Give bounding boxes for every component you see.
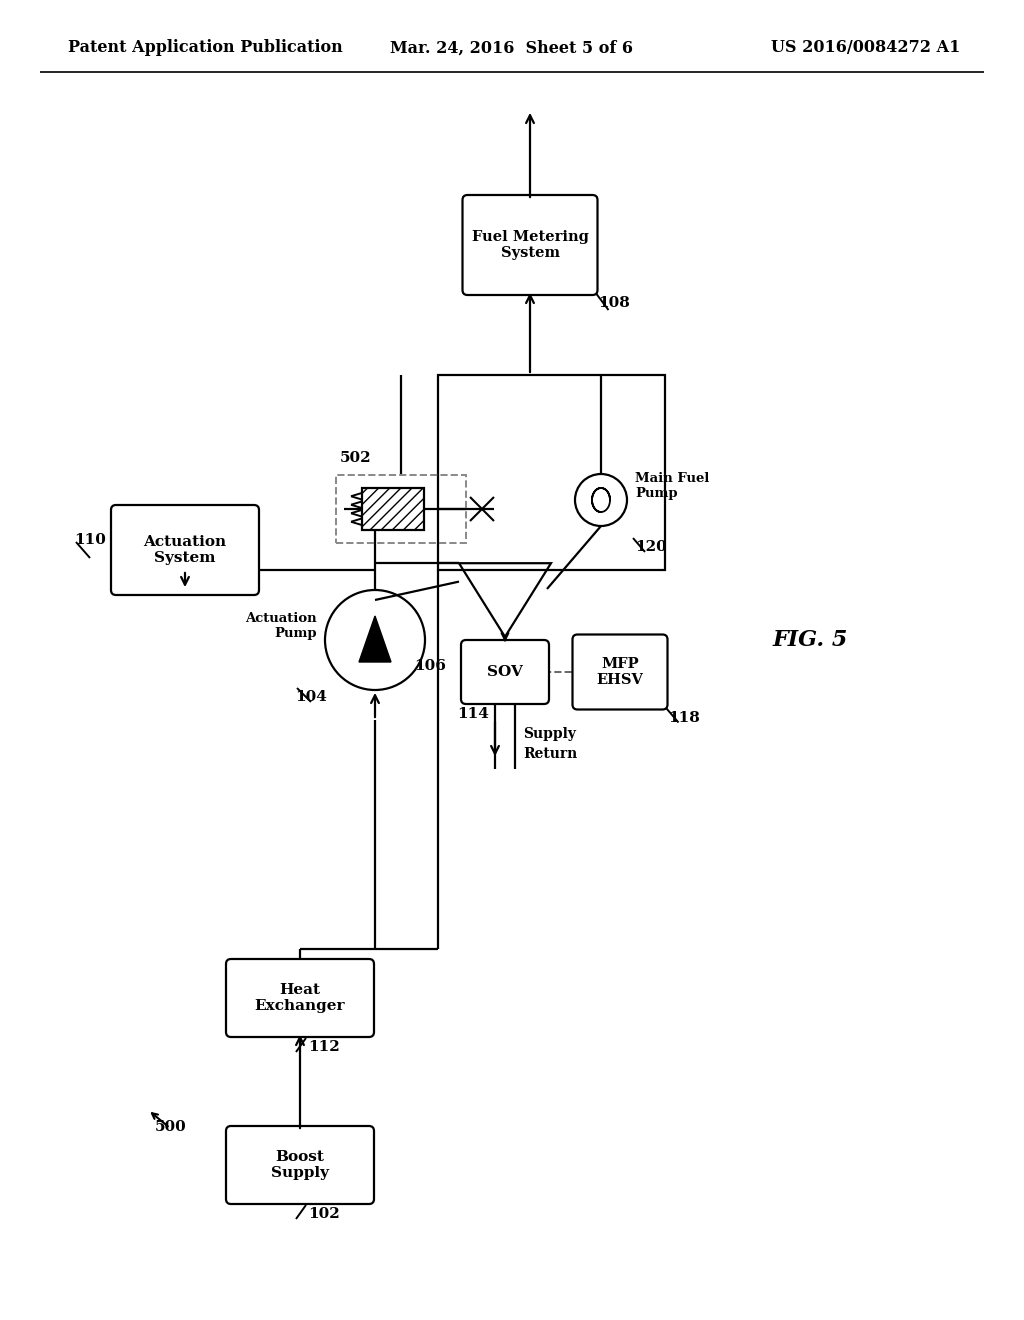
Text: 120: 120 — [635, 540, 667, 554]
Text: FIG. 5: FIG. 5 — [772, 630, 848, 651]
Bar — [362, 488, 424, 531]
FancyBboxPatch shape — [111, 506, 259, 595]
FancyBboxPatch shape — [461, 640, 549, 704]
Text: US 2016/0084272 A1: US 2016/0084272 A1 — [771, 40, 961, 57]
Text: 112: 112 — [308, 1040, 340, 1053]
FancyBboxPatch shape — [226, 960, 374, 1038]
FancyBboxPatch shape — [226, 1126, 374, 1204]
Text: 114: 114 — [457, 708, 489, 721]
Text: Patent Application Publication: Patent Application Publication — [68, 40, 343, 57]
Bar — [438, 375, 665, 570]
Text: 102: 102 — [308, 1206, 340, 1221]
Text: 104: 104 — [295, 690, 327, 704]
Bar — [362, 488, 424, 531]
Text: Mar. 24, 2016  Sheet 5 of 6: Mar. 24, 2016 Sheet 5 of 6 — [390, 40, 634, 57]
Text: Actuation
System: Actuation System — [143, 535, 226, 565]
Text: Return: Return — [523, 747, 578, 762]
Text: Fuel Metering
System: Fuel Metering System — [472, 230, 589, 260]
Text: 118: 118 — [669, 710, 700, 725]
Text: SOV: SOV — [487, 665, 523, 678]
FancyBboxPatch shape — [463, 195, 597, 294]
Text: Boost
Supply: Boost Supply — [271, 1150, 329, 1180]
Text: Heat
Exchanger: Heat Exchanger — [255, 983, 345, 1014]
Text: MFP
EHSV: MFP EHSV — [597, 657, 643, 688]
Text: Actuation
Pump: Actuation Pump — [246, 612, 317, 640]
Text: 110: 110 — [74, 533, 105, 546]
Text: 108: 108 — [598, 296, 631, 310]
Text: 106: 106 — [414, 659, 445, 673]
Polygon shape — [359, 616, 391, 663]
FancyBboxPatch shape — [572, 635, 668, 710]
Bar — [336, 475, 466, 543]
Text: 502: 502 — [340, 451, 372, 465]
Text: 500: 500 — [155, 1119, 186, 1134]
Text: Main Fuel
Pump: Main Fuel Pump — [635, 473, 710, 500]
Text: Supply: Supply — [523, 727, 575, 741]
